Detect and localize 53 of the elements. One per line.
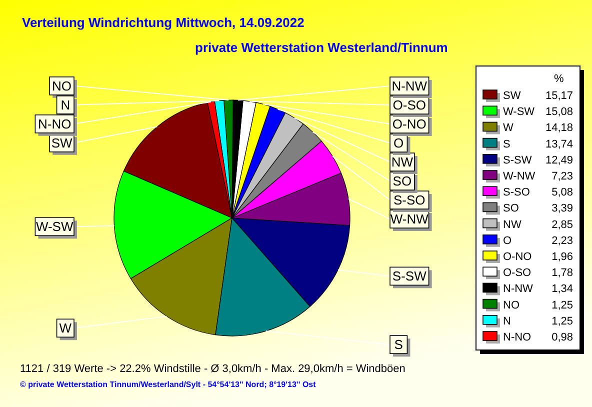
data-label: 1,96 — [552, 251, 573, 263]
legend-label: SW — [503, 90, 522, 102]
chart-subtitle: private Wetterstation Westerland/Tinnum — [195, 40, 448, 55]
legend-label: O-SO — [503, 267, 532, 280]
data-label: 1,25 — [552, 315, 573, 328]
legend-label: SO — [503, 202, 520, 215]
data-label: 15,08 — [545, 106, 573, 118]
legend-label: S-SO — [503, 186, 530, 199]
data-label: 0,98 — [552, 332, 573, 344]
slice-label: W-NW — [390, 212, 430, 227]
slice-label: W-SW — [36, 219, 74, 234]
slice-label: S — [394, 337, 404, 352]
slice-label: O-SO — [392, 98, 426, 113]
legend-label: S-SW — [503, 154, 532, 166]
legend-label: N-NO — [503, 332, 532, 344]
slice-label: O-NO — [392, 116, 426, 132]
slice-label: NO — [52, 78, 72, 94]
chart-title: Verteilung Windrichtung Mittwoch, 14.09.2022 — [22, 15, 304, 30]
slice-label: O — [394, 136, 404, 151]
data-label: 12,49 — [545, 154, 573, 166]
slice-label: SW — [51, 135, 73, 150]
data-label: 5,08 — [552, 186, 573, 199]
data-label: 1,34 — [552, 283, 573, 296]
slice-label: W — [59, 320, 72, 336]
text: 1121 / 319 Werte -> 22.2% Windstille - Ø 3,0km/h - Max. 29,0km/h = Windböen — [20, 363, 406, 375]
legend-label: NW — [503, 218, 522, 231]
data-label: 1,25 — [552, 299, 573, 312]
legend-label: O — [503, 234, 512, 247]
slice-label: NW — [391, 154, 414, 170]
slice-label: S-SW — [392, 268, 428, 284]
data-label: 1,78 — [552, 267, 573, 280]
data-label: 15,17 — [545, 90, 573, 102]
legend-label: O-NO — [503, 251, 532, 263]
slice-label: N — [60, 97, 70, 112]
data-label: 3,39 — [552, 202, 573, 215]
slice-label: N-NO — [38, 116, 72, 132]
legend-label: NO — [503, 299, 520, 312]
data-label: 13,74 — [545, 138, 573, 150]
legend-label: W-NW — [503, 170, 536, 182]
data-label: 2,23 — [552, 234, 573, 247]
data-label: 7,23 — [552, 170, 573, 182]
legend-label: N — [503, 315, 511, 328]
legend-label: W-SW — [503, 106, 536, 118]
legend-label: N-NW — [503, 283, 534, 296]
legend-label: W — [503, 122, 514, 134]
slice-label: SO — [392, 174, 412, 189]
slice-label: N-NW — [392, 78, 428, 94]
legend-label: S — [503, 138, 510, 150]
text: © private Wetterstation Tinnum/Westerland/Sylt - 54°54'13'' Nord; 8°19'13'' Ost — [20, 380, 316, 389]
data-label: 14,18 — [545, 122, 573, 134]
data-label: 2,85 — [552, 218, 573, 231]
slice-label: S-SO — [394, 192, 426, 208]
legend-title: % — [554, 73, 564, 85]
